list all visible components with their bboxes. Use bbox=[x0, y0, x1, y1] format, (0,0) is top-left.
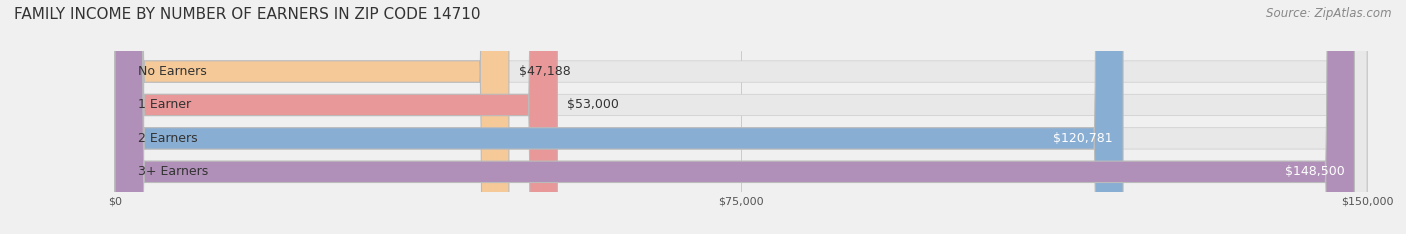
Text: 2 Earners: 2 Earners bbox=[138, 132, 198, 145]
FancyBboxPatch shape bbox=[115, 0, 1367, 234]
Text: $120,781: $120,781 bbox=[1053, 132, 1114, 145]
FancyBboxPatch shape bbox=[115, 0, 1367, 234]
Text: 1 Earner: 1 Earner bbox=[138, 99, 191, 111]
Text: FAMILY INCOME BY NUMBER OF EARNERS IN ZIP CODE 14710: FAMILY INCOME BY NUMBER OF EARNERS IN ZI… bbox=[14, 7, 481, 22]
Text: 3+ Earners: 3+ Earners bbox=[138, 165, 208, 178]
FancyBboxPatch shape bbox=[115, 0, 509, 234]
Text: $53,000: $53,000 bbox=[568, 99, 619, 111]
FancyBboxPatch shape bbox=[115, 0, 1123, 234]
Text: No Earners: No Earners bbox=[138, 65, 207, 78]
Text: Source: ZipAtlas.com: Source: ZipAtlas.com bbox=[1267, 7, 1392, 20]
FancyBboxPatch shape bbox=[115, 0, 1367, 234]
Text: $47,188: $47,188 bbox=[519, 65, 571, 78]
FancyBboxPatch shape bbox=[115, 0, 1367, 234]
FancyBboxPatch shape bbox=[115, 0, 1354, 234]
Text: $148,500: $148,500 bbox=[1285, 165, 1344, 178]
FancyBboxPatch shape bbox=[115, 0, 557, 234]
